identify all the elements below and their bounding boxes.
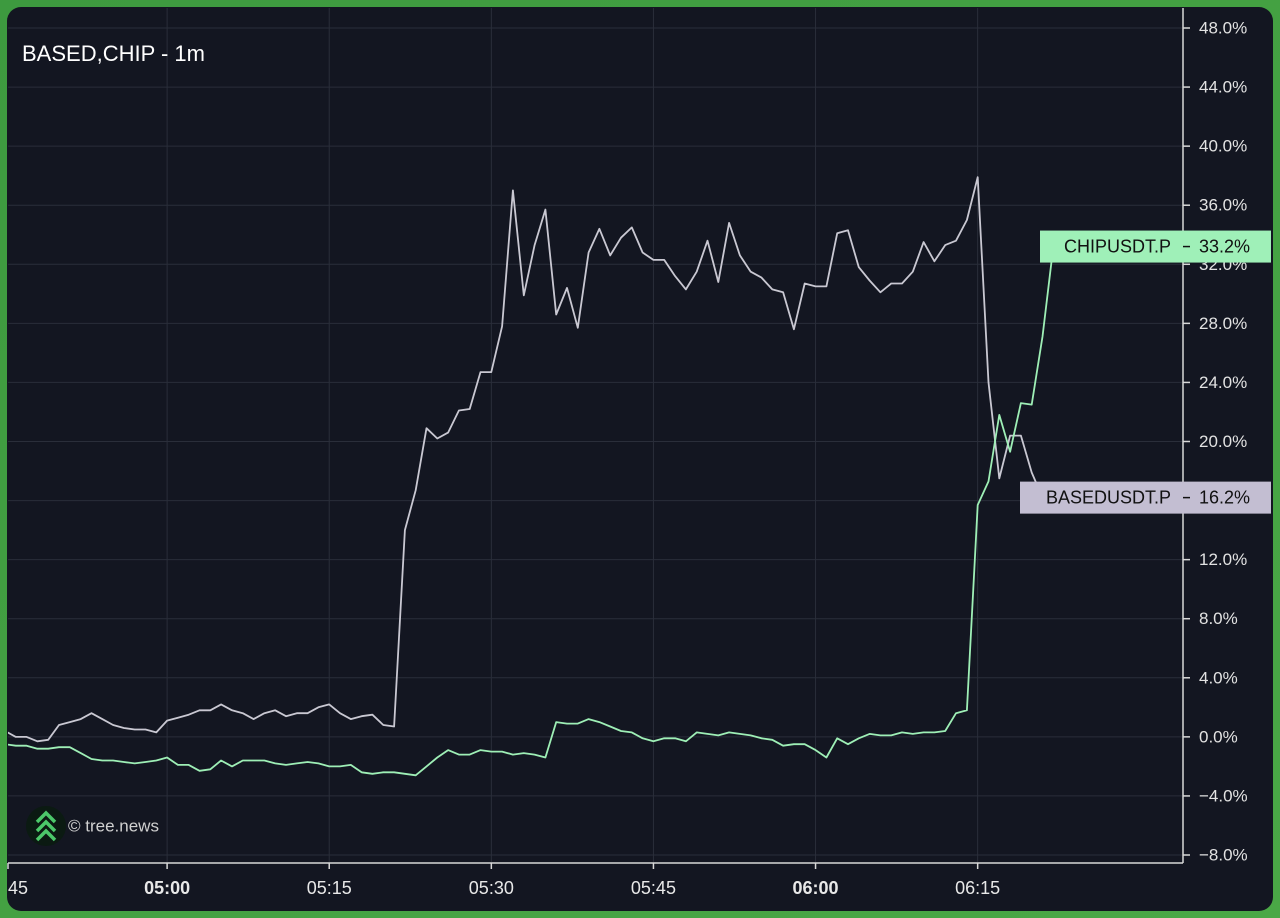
y-tick-label: 40.0%: [1199, 137, 1247, 156]
y-tick-label: −4.0%: [1199, 786, 1248, 805]
end-label-value: 33.2%: [1199, 236, 1250, 256]
end-label-name-box: [1040, 230, 1183, 263]
watermark: © tree.news: [68, 816, 159, 835]
x-tick-label: 45: [8, 878, 28, 898]
end-label-value-box: [1183, 481, 1271, 514]
end-label: BASEDUSDT.P 16.2%: [1020, 481, 1271, 514]
y-tick-label: 28.0%: [1199, 314, 1247, 333]
logo: [26, 806, 66, 846]
end-label-value: 16.2%: [1199, 487, 1250, 507]
x-tick-label: 06:00: [793, 878, 839, 898]
end-label-name: BASEDUSDT.P: [1046, 487, 1171, 507]
chart-title: BASED,CHIP - 1m: [22, 41, 205, 66]
y-tick-label: 44.0%: [1199, 78, 1247, 97]
end-label: CHIPUSDT.P 33.2%: [1040, 230, 1271, 263]
y-tick-label: −8.0%: [1199, 845, 1248, 864]
x-tick-label: 06:15: [955, 878, 1000, 898]
x-tick-label: 05:30: [469, 878, 514, 898]
series-line: [8, 176, 1044, 743]
y-tick-label: 24.0%: [1199, 373, 1247, 392]
y-tick-label: 4.0%: [1199, 668, 1238, 687]
y-tick-label: 20.0%: [1199, 432, 1247, 451]
y-tick-label: 48.0%: [1199, 18, 1247, 37]
end-label-name: CHIPUSDT.P: [1064, 236, 1171, 256]
x-tick-label: 05:15: [307, 878, 352, 898]
series-line: [8, 246, 1055, 777]
x-tick-label: 05:00: [144, 878, 190, 898]
x-tick-label: 05:45: [631, 878, 676, 898]
y-tick-label: 0.0%: [1199, 727, 1238, 746]
y-tick-label: 8.0%: [1199, 609, 1238, 628]
end-label-value-box: [1183, 230, 1271, 263]
y-tick-label: 36.0%: [1199, 196, 1247, 215]
y-tick-label: 12.0%: [1199, 550, 1247, 569]
end-label-name-box: [1020, 481, 1183, 514]
panel: [7, 7, 1273, 911]
